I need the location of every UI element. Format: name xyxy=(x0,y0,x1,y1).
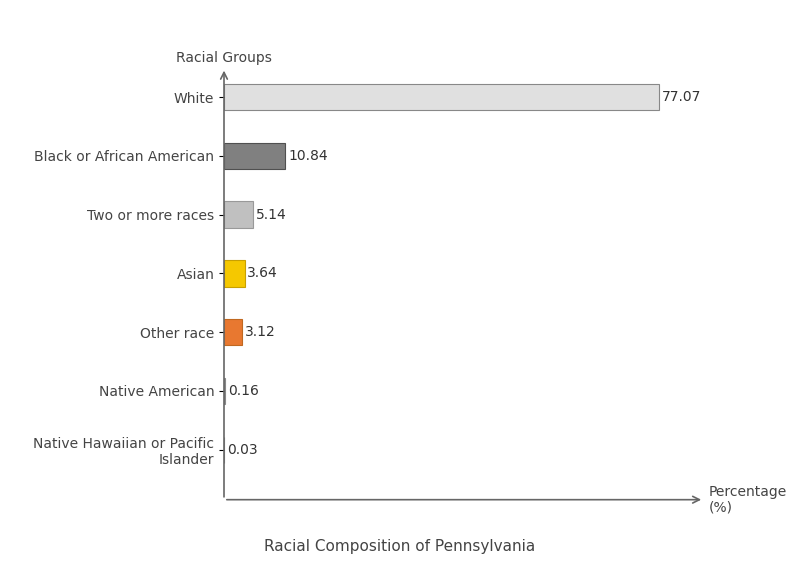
Text: Racial Groups: Racial Groups xyxy=(176,51,272,65)
Bar xyxy=(224,319,242,345)
Text: 3.64: 3.64 xyxy=(247,267,278,280)
Text: 5.14: 5.14 xyxy=(256,208,286,221)
Bar xyxy=(224,202,253,228)
Text: Percentage
(%): Percentage (%) xyxy=(709,485,786,515)
Bar xyxy=(224,84,659,110)
Text: 0.16: 0.16 xyxy=(228,384,258,398)
Text: 0.03: 0.03 xyxy=(227,443,258,457)
Text: 10.84: 10.84 xyxy=(288,149,328,163)
Text: 3.12: 3.12 xyxy=(245,325,275,339)
Bar xyxy=(224,378,225,404)
Bar xyxy=(224,143,286,169)
Text: 77.07: 77.07 xyxy=(662,90,702,104)
Bar xyxy=(224,260,245,286)
Text: Racial Composition of Pennsylvania: Racial Composition of Pennsylvania xyxy=(264,538,536,554)
